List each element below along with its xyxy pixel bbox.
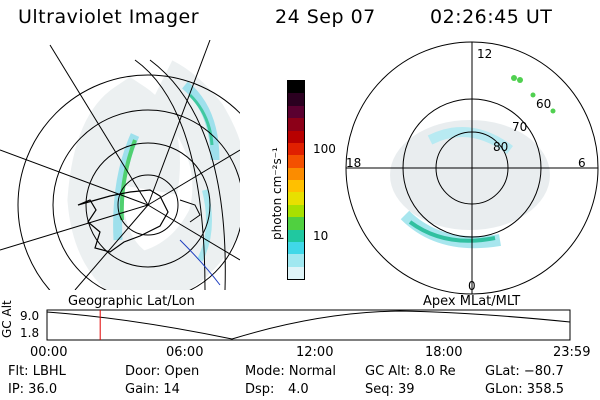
apex-caption: Apex MLat/MLT [423,294,521,309]
info-filter: Flt: LBHL [8,364,66,379]
timeline-xtick-2: 12:00 [296,345,334,360]
timeline-ytick-top: 9.0 [20,309,40,323]
colorbar-band [288,81,304,94]
colorbar-band [288,229,304,242]
colorbar-band [288,93,304,106]
colorbar-band [288,192,304,205]
colorbar-band [288,254,304,267]
info-gc-alt: GC Alt: 8.0 Re [365,364,456,379]
colorbar-band [288,105,304,119]
mlt-label-12: 12 [477,47,493,61]
info-seq: Seq: 39 [365,382,415,397]
colorbar-tick-10: 10 [313,229,329,243]
colorbar-band [288,241,304,255]
info-dsp-value: 4.0 [288,382,309,397]
colorbar-band [288,180,304,193]
timeline-xtick-1: 06:00 [166,345,204,360]
mlt-label-0: 0 [468,279,476,293]
lat-label-80: 80 [493,140,509,154]
timeline-xtick-4: 23:59 [553,345,591,360]
instrument-title: Ultraviolet Imager [18,6,200,28]
colorbar-band [288,217,304,230]
timeline-axis-title: GC Alt [0,300,14,338]
image-time: 02:26:45 UT [430,6,553,28]
mlt-label-6: 6 [578,156,586,170]
colorbar-band [288,118,304,131]
info-mode: Mode: Normal [245,364,336,379]
timeline-xtick-0: 00:00 [30,345,68,360]
colorbar-band [288,142,304,156]
mlt-label-18: 18 [346,156,362,170]
geographic-caption: Geographic Lat/Lon [68,294,195,309]
colorbar-band [288,155,304,168]
lat-label-70: 70 [512,120,528,134]
colorbar-band [288,130,304,143]
info-gain: Gain: 14 [125,382,180,397]
lat-label-60: 60 [536,97,552,111]
image-date: 24 Sep 07 [275,6,376,28]
colorbar-band [288,266,304,279]
info-ip: IP: 36.0 [8,382,58,397]
info-glat: GLat: −80.7 [485,364,564,379]
timeline-ytick-bottom: 1.8 [20,326,40,340]
colorbar [287,80,305,280]
colorbar-band [288,167,304,180]
colorbar-tick-100: 100 [313,142,336,156]
info-door: Door: Open [125,364,200,379]
timeline-xtick-3: 18:00 [425,345,463,360]
info-glon: GLon: 358.5 [485,382,565,397]
info-dsp-label: Dsp: [245,382,275,397]
colorbar-band [288,204,304,218]
